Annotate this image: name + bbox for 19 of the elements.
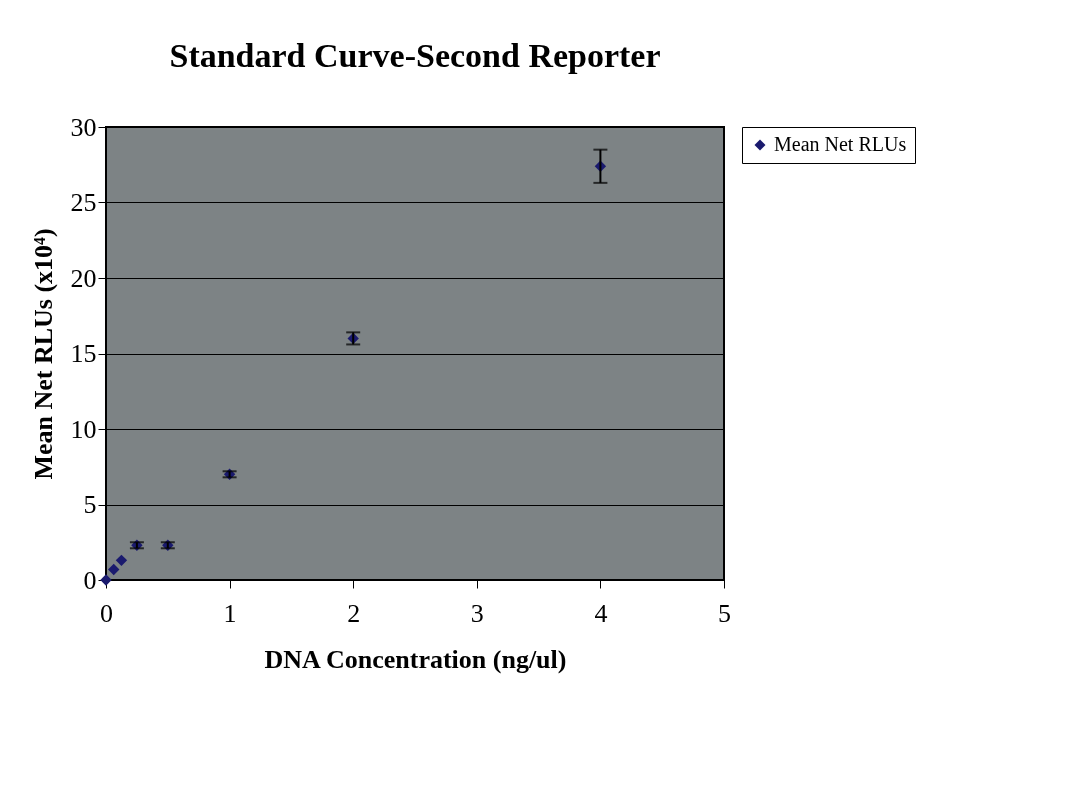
y-tick-label: 5 — [83, 490, 97, 519]
y-axis-title: Mean Net RLUs (x10⁴) — [28, 228, 58, 480]
y-tick-label: 20 — [70, 263, 97, 293]
point — [115, 554, 128, 567]
x-tick-label: 3 — [470, 598, 484, 628]
point — [108, 563, 120, 576]
x-tick-label: 5 — [718, 598, 731, 628]
x-axis-title: DNA Concentration (ng/ul) — [264, 644, 567, 674]
x-tick-label: 4 — [594, 598, 608, 628]
y-tick-label: 25 — [70, 188, 97, 217]
x-tick-label: 2 — [347, 598, 361, 628]
x-tick-label: 1 — [223, 598, 237, 628]
y-tick-label: 15 — [70, 339, 97, 368]
chart-title: Standard Curve-Second Reporter — [169, 37, 661, 74]
point — [100, 574, 112, 586]
y-tick-label: 30 — [70, 112, 97, 142]
legend-label: Mean Net RLUs — [774, 133, 907, 155]
y-tick-label: 0 — [83, 565, 97, 595]
y-tick-label: 10 — [70, 414, 97, 444]
